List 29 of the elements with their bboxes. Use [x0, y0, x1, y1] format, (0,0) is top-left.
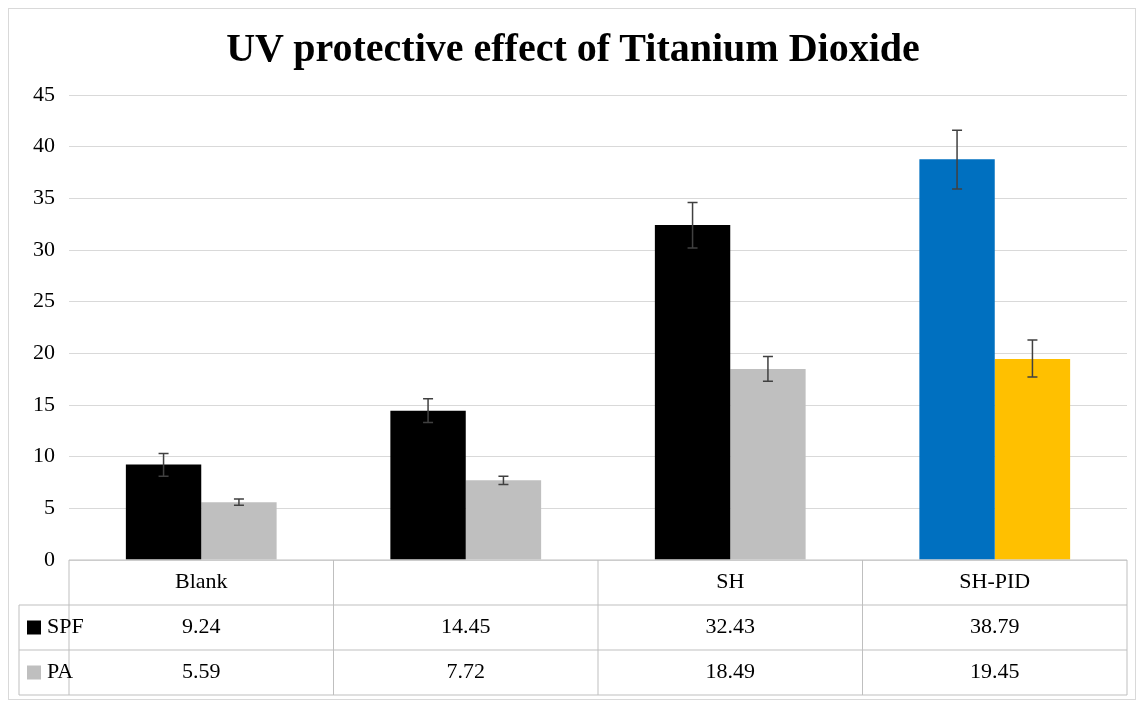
- data-label: 14.45: [441, 613, 491, 639]
- data-label: 7.72: [446, 658, 485, 684]
- legend-label: PA: [47, 658, 74, 684]
- y-tick-label: 15: [33, 390, 55, 416]
- bar: [654, 224, 731, 560]
- data-label: 18.49: [705, 658, 755, 684]
- y-tick-label: 10: [33, 442, 55, 468]
- data-label: 5.59: [182, 658, 221, 684]
- y-tick-label: 45: [33, 80, 55, 106]
- y-tick-label: 40: [33, 132, 55, 158]
- bar: [994, 359, 1071, 560]
- y-tick-label: 0: [44, 545, 55, 571]
- legend-label: SPF: [47, 613, 84, 639]
- chart-title: UV protective effect of Titanium Dioxide: [226, 25, 920, 71]
- y-tick-label: 20: [33, 339, 55, 365]
- data-label: 32.43: [705, 613, 755, 639]
- x-tick-label: SH-PID: [959, 568, 1031, 594]
- bar: [919, 159, 995, 560]
- bar: [390, 410, 466, 560]
- y-tick-label: 35: [33, 184, 55, 210]
- x-tick-label: SH: [716, 568, 745, 594]
- data-label: 38.79: [970, 613, 1020, 639]
- bar: [125, 464, 202, 560]
- x-tick-label: Blank: [174, 568, 228, 594]
- y-tick-label: 25: [33, 287, 55, 313]
- data-label: 9.24: [182, 613, 221, 639]
- y-tick-label: 5: [44, 494, 55, 520]
- data-label: 19.45: [970, 658, 1020, 684]
- y-tick-label: 30: [33, 235, 55, 261]
